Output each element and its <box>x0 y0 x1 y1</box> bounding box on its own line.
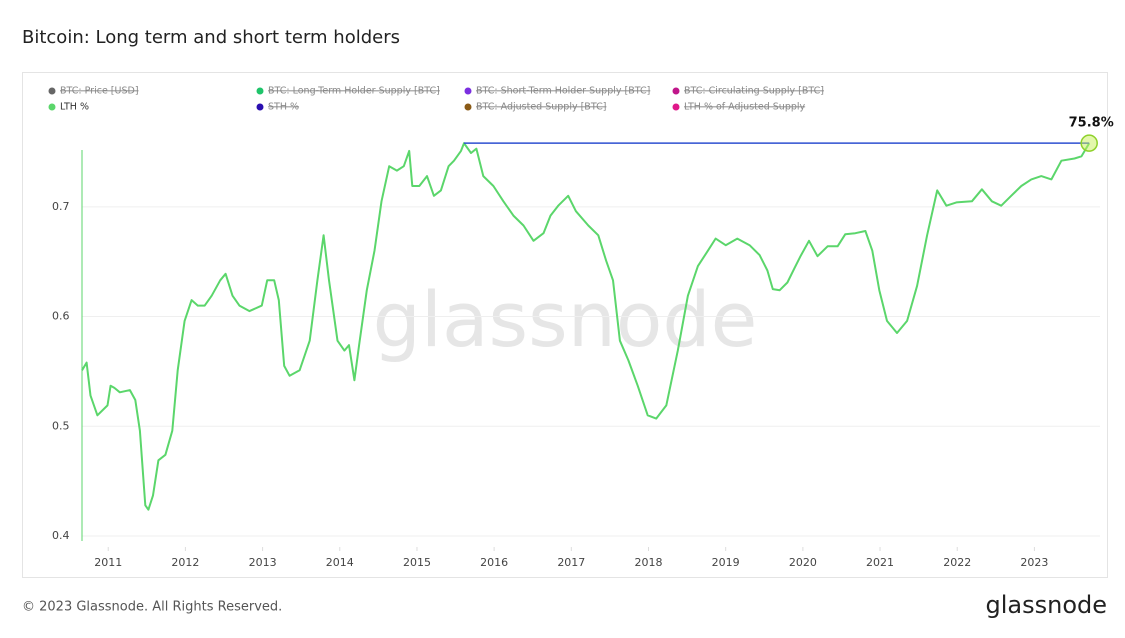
legend-label[interactable]: BTC: Adjusted Supply [BTC] <box>476 102 606 113</box>
legend-marker <box>48 87 56 95</box>
value-label: 75.8% <box>1069 116 1114 131</box>
x-tick-label: 2021 <box>866 556 894 569</box>
logo: glassnode <box>985 591 1107 619</box>
x-tick-label: 2015 <box>403 556 431 569</box>
line-series <box>81 142 1091 511</box>
x-tick-label: 2016 <box>480 556 508 569</box>
legend-label[interactable]: BTC: Short-Term Holder Supply [BTC] <box>476 86 650 97</box>
legend-marker <box>672 103 680 111</box>
x-tick-label: 2014 <box>326 556 354 569</box>
copyright: © 2023 Glassnode. All Rights Reserved. <box>22 600 282 615</box>
x-tick-label: 2011 <box>94 556 122 569</box>
legend-label[interactable]: BTC: Price [USD] <box>60 86 139 97</box>
y-tick-label: 0.4 <box>52 529 70 542</box>
x-tick-label: 2013 <box>249 556 277 569</box>
legend-marker <box>256 87 264 95</box>
title: Bitcoin: Long term and short term holder… <box>22 27 400 48</box>
x-tick-label: 2022 <box>943 556 971 569</box>
y-tick-label: 0.6 <box>52 310 70 323</box>
x-tick-label: 2020 <box>789 556 817 569</box>
x-tick-label: 2012 <box>171 556 199 569</box>
legend-marker <box>672 87 680 95</box>
legend-marker <box>256 103 264 111</box>
legend-label[interactable]: BTC: Long-Term Holder Supply [BTC] <box>268 86 440 97</box>
legend-marker <box>48 103 56 111</box>
y-tick-label: 0.5 <box>52 419 70 432</box>
legend-label[interactable]: BTC: Circulating Supply [BTC] <box>684 86 824 97</box>
x-tick-label: 2019 <box>712 556 740 569</box>
watermark: glassnode <box>373 275 758 364</box>
x-tick-label: 2017 <box>557 556 585 569</box>
legend-label[interactable]: LTH % <box>60 102 89 113</box>
x-tick-label: 2018 <box>634 556 662 569</box>
legend-label[interactable]: LTH % of Adjusted Supply <box>684 102 806 113</box>
legend-label[interactable]: STH % <box>268 102 299 113</box>
legend-marker <box>464 103 472 111</box>
chart-frame <box>22 72 1108 578</box>
y-tick-label: 0.7 <box>52 200 70 213</box>
x-tick-label: 2023 <box>1020 556 1048 569</box>
highlight-point <box>1080 134 1098 152</box>
legend-marker <box>464 87 472 95</box>
